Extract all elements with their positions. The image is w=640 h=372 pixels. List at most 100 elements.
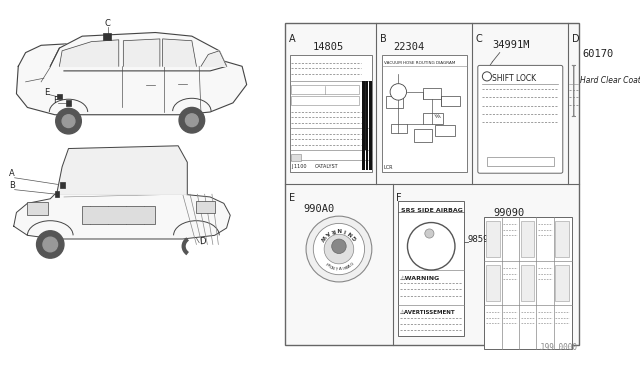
Text: R: R — [326, 264, 330, 269]
Text: 14805: 14805 — [312, 42, 344, 52]
Polygon shape — [57, 146, 188, 194]
Text: G: G — [352, 234, 359, 241]
Text: R: R — [330, 227, 335, 233]
Text: 98591N: 98591N — [468, 235, 500, 244]
Text: F: F — [53, 96, 58, 105]
Bar — [487, 157, 554, 166]
Text: 60170: 60170 — [583, 49, 614, 59]
FancyBboxPatch shape — [572, 65, 575, 116]
Circle shape — [390, 84, 406, 100]
Text: F: F — [397, 193, 402, 203]
Polygon shape — [163, 39, 196, 66]
Text: A: A — [9, 169, 15, 178]
Circle shape — [332, 239, 346, 254]
Polygon shape — [201, 51, 227, 66]
Text: N: N — [330, 266, 335, 271]
Text: D: D — [572, 34, 580, 44]
Text: T: T — [333, 267, 337, 271]
Circle shape — [483, 72, 492, 81]
Polygon shape — [17, 42, 246, 115]
Bar — [486, 221, 500, 257]
Bar — [57, 94, 62, 99]
Text: O: O — [328, 265, 333, 270]
Text: SHIFT LOCK: SHIFT LOCK — [492, 74, 536, 83]
Bar — [382, 55, 467, 172]
Text: J 1100: J 1100 — [291, 164, 307, 169]
Text: R: R — [343, 266, 348, 271]
Text: G: G — [349, 262, 355, 267]
Text: E: E — [289, 193, 295, 203]
Text: A: A — [289, 34, 295, 44]
Bar — [484, 217, 572, 349]
Text: I: I — [342, 267, 344, 271]
Bar — [82, 206, 156, 224]
Bar — [441, 96, 460, 106]
Bar — [291, 84, 359, 94]
Circle shape — [43, 237, 58, 252]
Circle shape — [186, 114, 198, 126]
Text: 99090: 99090 — [493, 208, 525, 218]
Circle shape — [62, 115, 75, 128]
Bar — [391, 124, 408, 133]
Text: N: N — [337, 226, 341, 231]
Circle shape — [36, 231, 64, 258]
Text: B: B — [380, 34, 387, 44]
Circle shape — [179, 108, 205, 133]
Polygon shape — [60, 40, 119, 66]
Bar — [28, 202, 47, 215]
Circle shape — [324, 234, 354, 264]
Text: 990A0: 990A0 — [303, 204, 335, 214]
Bar — [291, 96, 359, 105]
Polygon shape — [51, 32, 227, 71]
FancyBboxPatch shape — [478, 65, 563, 173]
Bar — [66, 100, 71, 106]
Bar — [290, 55, 372, 172]
Bar — [556, 264, 569, 301]
Polygon shape — [124, 39, 160, 66]
Circle shape — [306, 216, 372, 282]
Text: F: F — [324, 262, 328, 267]
Bar — [60, 182, 65, 188]
Text: SRS SIDE AIRBAG: SRS SIDE AIRBAG — [401, 208, 463, 213]
Bar — [521, 264, 534, 301]
Circle shape — [408, 222, 455, 270]
Text: A: A — [339, 267, 342, 272]
Circle shape — [314, 223, 365, 275]
Bar — [285, 23, 579, 345]
Text: Hard Clear Coat: Hard Clear Coat — [580, 76, 640, 85]
Text: C: C — [105, 19, 111, 28]
Text: B: B — [346, 265, 350, 270]
Text: A: A — [324, 230, 330, 236]
Bar — [435, 125, 455, 136]
Text: I: I — [344, 227, 347, 232]
Text: C: C — [476, 34, 483, 44]
Bar — [521, 221, 534, 257]
Text: D: D — [199, 237, 205, 247]
Bar — [486, 264, 500, 301]
Circle shape — [425, 229, 434, 238]
Bar — [423, 88, 441, 99]
Text: LCR: LCR — [384, 165, 393, 170]
Circle shape — [56, 108, 81, 134]
Bar — [398, 201, 464, 336]
Text: 34991M: 34991M — [492, 40, 530, 50]
Bar — [196, 201, 214, 214]
Polygon shape — [13, 194, 230, 239]
Text: 22304: 22304 — [393, 42, 424, 52]
Text: J99 0000: J99 0000 — [540, 343, 577, 352]
Bar — [55, 192, 60, 197]
Bar — [103, 32, 111, 40]
Bar — [556, 221, 569, 257]
Text: B: B — [9, 181, 15, 190]
Text: VACUUM HOSE ROUTING DIAGRAM: VACUUM HOSE ROUTING DIAGRAM — [384, 61, 455, 65]
Bar — [291, 154, 301, 161]
Text: ⚠WARNING: ⚠WARNING — [400, 276, 440, 280]
Text: ⚠AVERTISSEMENT: ⚠AVERTISSEMENT — [400, 310, 456, 315]
Text: E: E — [44, 88, 49, 97]
Bar — [414, 129, 432, 142]
Bar — [423, 113, 443, 124]
Text: CATALYST: CATALYST — [315, 164, 339, 169]
Bar — [387, 96, 403, 108]
Text: N: N — [348, 229, 355, 236]
Text: A: A — [348, 264, 352, 269]
